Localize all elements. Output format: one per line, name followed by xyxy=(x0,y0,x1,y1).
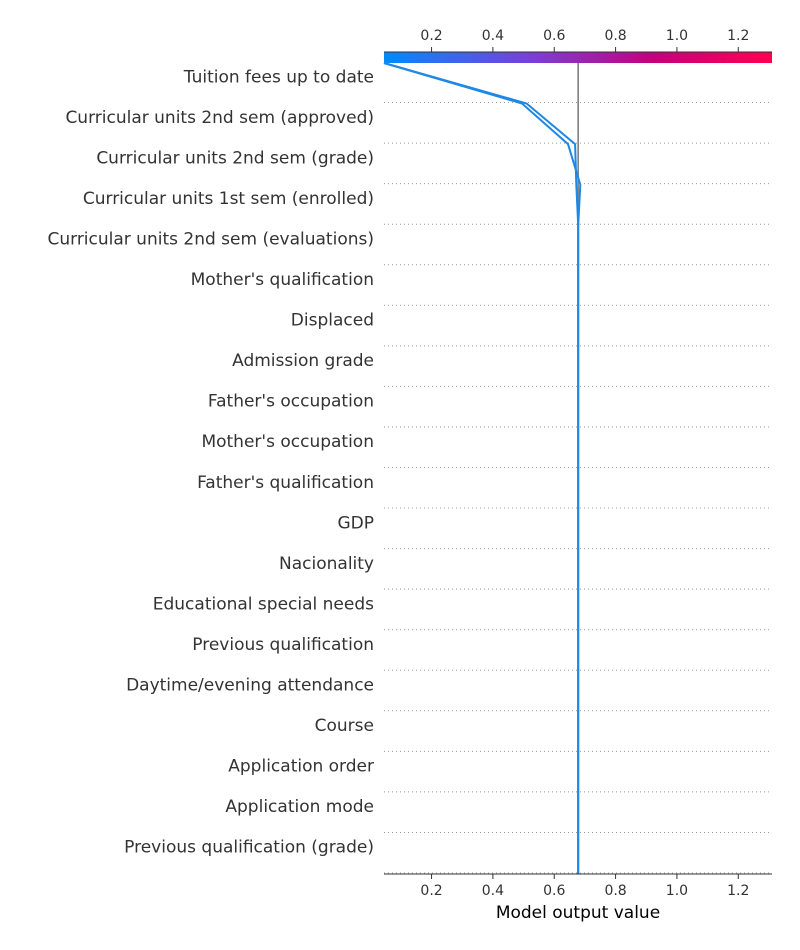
feature-label: Educational special needs xyxy=(153,594,374,614)
feature-label: Application order xyxy=(228,757,374,777)
x-tick-label: 0.4 xyxy=(482,883,504,899)
series-line xyxy=(383,62,580,874)
colorbar-tick-label: 0.6 xyxy=(543,28,565,44)
colorbar-tick-label: 1.0 xyxy=(666,28,688,44)
x-tick-label: 1.2 xyxy=(727,883,749,899)
feature-label: Admission grade xyxy=(232,351,374,371)
feature-label: Displaced xyxy=(291,311,374,331)
feature-label: Father's occupation xyxy=(208,392,374,412)
colorbar-tick-label: 0.2 xyxy=(420,28,442,44)
feature-labels: Tuition fees up to date Curricular units … xyxy=(47,67,374,857)
feature-label: Previous qualification xyxy=(192,635,374,655)
feature-label: Tuition fees up to date xyxy=(183,67,374,87)
feature-label: Previous qualification (grade) xyxy=(124,838,374,858)
x-axis: Model output value 0.2 0.4 0.6 0.8 1.0 1.2 xyxy=(384,873,772,923)
grid-lines xyxy=(384,102,772,874)
feature-label: Curricular units 2nd sem (grade) xyxy=(96,148,374,168)
feature-label: Nacionality xyxy=(279,554,374,574)
feature-label: Course xyxy=(315,716,374,736)
feature-label: Mother's qualification xyxy=(191,270,374,290)
x-axis-label: Model output value xyxy=(496,903,660,923)
x-tick-label: 0.2 xyxy=(420,883,442,899)
feature-label: Curricular units 2nd sem (approved) xyxy=(65,108,374,128)
feature-label: Curricular units 1st sem (enrolled) xyxy=(83,189,374,209)
feature-label: Mother's occupation xyxy=(201,432,374,452)
feature-label: Daytime/evening attendance xyxy=(126,676,374,696)
colorbar-tick-label: 0.4 xyxy=(482,28,504,44)
colorbar-tick-label: 1.2 xyxy=(727,28,749,44)
feature-label: Application mode xyxy=(225,797,374,817)
colorbar: 0.2 0.4 0.6 0.8 1.0 1.2 xyxy=(384,28,772,63)
x-tick-label: 0.8 xyxy=(604,883,626,899)
series-lines xyxy=(383,62,582,874)
series-line xyxy=(383,62,582,874)
feature-label: Curricular units 2nd sem (evaluations) xyxy=(47,229,374,249)
feature-label: GDP xyxy=(337,513,374,533)
colorbar-fill xyxy=(384,52,772,63)
colorbar-tick-label: 0.8 xyxy=(604,28,626,44)
feature-label: Father's qualification xyxy=(197,473,374,493)
x-tick-label: 0.6 xyxy=(543,883,565,899)
x-tick-label: 1.0 xyxy=(666,883,688,899)
